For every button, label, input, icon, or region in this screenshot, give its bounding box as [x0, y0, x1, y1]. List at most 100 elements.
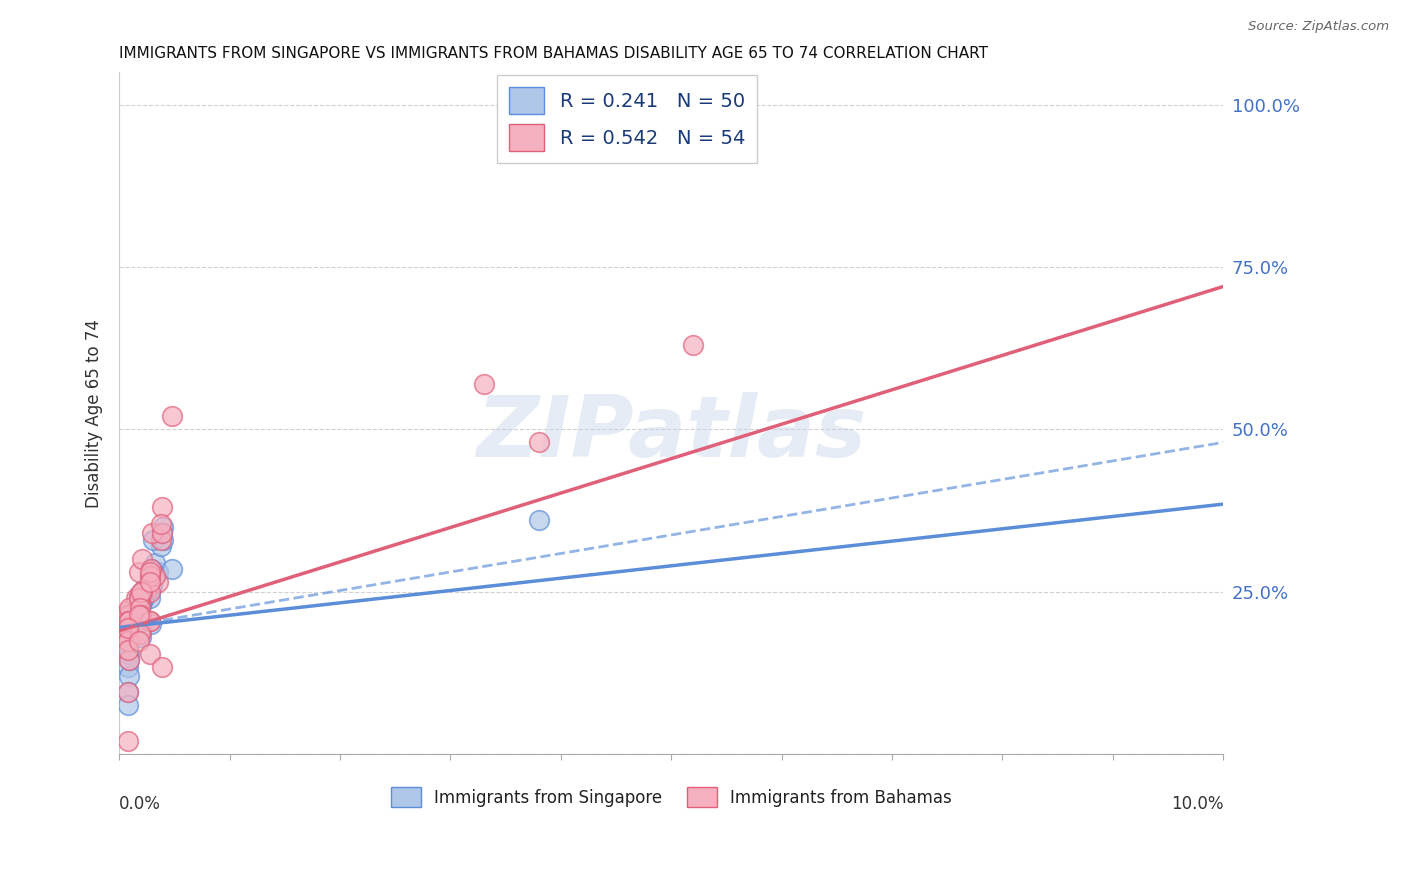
Point — [143, 556, 166, 570]
Point — [118, 614, 141, 628]
Point — [117, 621, 139, 635]
Point — [141, 617, 163, 632]
Point — [162, 562, 184, 576]
Point — [682, 338, 704, 352]
Point — [139, 575, 162, 590]
Point — [141, 562, 163, 576]
Point — [118, 653, 141, 667]
Point — [146, 566, 169, 580]
Point — [139, 584, 162, 599]
Point — [131, 598, 153, 612]
Point — [117, 627, 139, 641]
Point — [128, 594, 150, 608]
Point — [150, 500, 173, 515]
Point — [141, 562, 163, 576]
Point — [143, 568, 166, 582]
Point — [150, 516, 173, 531]
Point — [128, 591, 150, 606]
Point — [128, 591, 150, 606]
Point — [142, 533, 165, 547]
Point — [117, 621, 139, 635]
Point — [120, 607, 142, 622]
Point — [141, 582, 163, 596]
Point — [527, 513, 550, 527]
Point — [129, 614, 152, 628]
Point — [118, 627, 141, 641]
Point — [131, 584, 153, 599]
Point — [117, 640, 139, 654]
Point — [139, 566, 162, 580]
Point — [146, 575, 169, 590]
Point — [139, 575, 162, 590]
Point — [135, 584, 157, 599]
Point — [132, 591, 155, 606]
Point — [152, 533, 174, 547]
Point — [117, 685, 139, 699]
Point — [139, 568, 162, 582]
Point — [527, 435, 550, 450]
Point — [118, 607, 141, 622]
Point — [117, 633, 139, 648]
Point — [128, 604, 150, 618]
Text: Source: ZipAtlas.com: Source: ZipAtlas.com — [1249, 20, 1389, 33]
Point — [162, 409, 184, 424]
Point — [125, 601, 148, 615]
Point — [142, 566, 165, 580]
Text: 10.0%: 10.0% — [1171, 795, 1223, 814]
Point — [150, 526, 173, 541]
Point — [115, 621, 138, 635]
Point — [117, 685, 139, 699]
Point — [131, 624, 153, 638]
Point — [131, 630, 153, 644]
Y-axis label: Disability Age 65 to 74: Disability Age 65 to 74 — [86, 318, 103, 508]
Legend: Immigrants from Singapore, Immigrants from Bahamas: Immigrants from Singapore, Immigrants fr… — [384, 780, 959, 814]
Point — [135, 582, 157, 596]
Point — [118, 669, 141, 683]
Point — [131, 598, 153, 612]
Point — [118, 617, 141, 632]
Point — [120, 627, 142, 641]
Point — [128, 607, 150, 622]
Point — [129, 594, 152, 608]
Point — [132, 582, 155, 596]
Point — [117, 604, 139, 618]
Point — [131, 594, 153, 608]
Point — [117, 698, 139, 713]
Point — [115, 607, 138, 622]
Point — [117, 734, 139, 748]
Point — [117, 633, 139, 648]
Point — [150, 539, 173, 553]
Point — [118, 653, 141, 667]
Text: IMMIGRANTS FROM SINGAPORE VS IMMIGRANTS FROM BAHAMAS DISABILITY AGE 65 TO 74 COR: IMMIGRANTS FROM SINGAPORE VS IMMIGRANTS … — [120, 46, 988, 62]
Point — [139, 591, 162, 606]
Point — [115, 621, 138, 635]
Point — [150, 526, 173, 541]
Point — [128, 566, 150, 580]
Point — [117, 633, 139, 648]
Point — [139, 614, 162, 628]
Point — [128, 588, 150, 602]
Point — [472, 376, 495, 391]
Point — [117, 614, 139, 628]
Point — [150, 533, 173, 547]
Point — [118, 611, 141, 625]
Point — [141, 578, 163, 592]
Point — [117, 643, 139, 657]
Point — [131, 552, 153, 566]
Point — [118, 647, 141, 661]
Point — [125, 591, 148, 606]
Point — [129, 598, 152, 612]
Point — [129, 627, 152, 641]
Point — [131, 584, 153, 599]
Point — [117, 607, 139, 622]
Point — [152, 520, 174, 534]
Point — [139, 614, 162, 628]
Point — [117, 621, 139, 635]
Point — [117, 630, 139, 644]
Text: ZIPatlas: ZIPatlas — [477, 392, 866, 475]
Point — [141, 575, 163, 590]
Text: 0.0%: 0.0% — [120, 795, 162, 814]
Point — [118, 601, 141, 615]
Point — [131, 584, 153, 599]
Point — [150, 659, 173, 673]
